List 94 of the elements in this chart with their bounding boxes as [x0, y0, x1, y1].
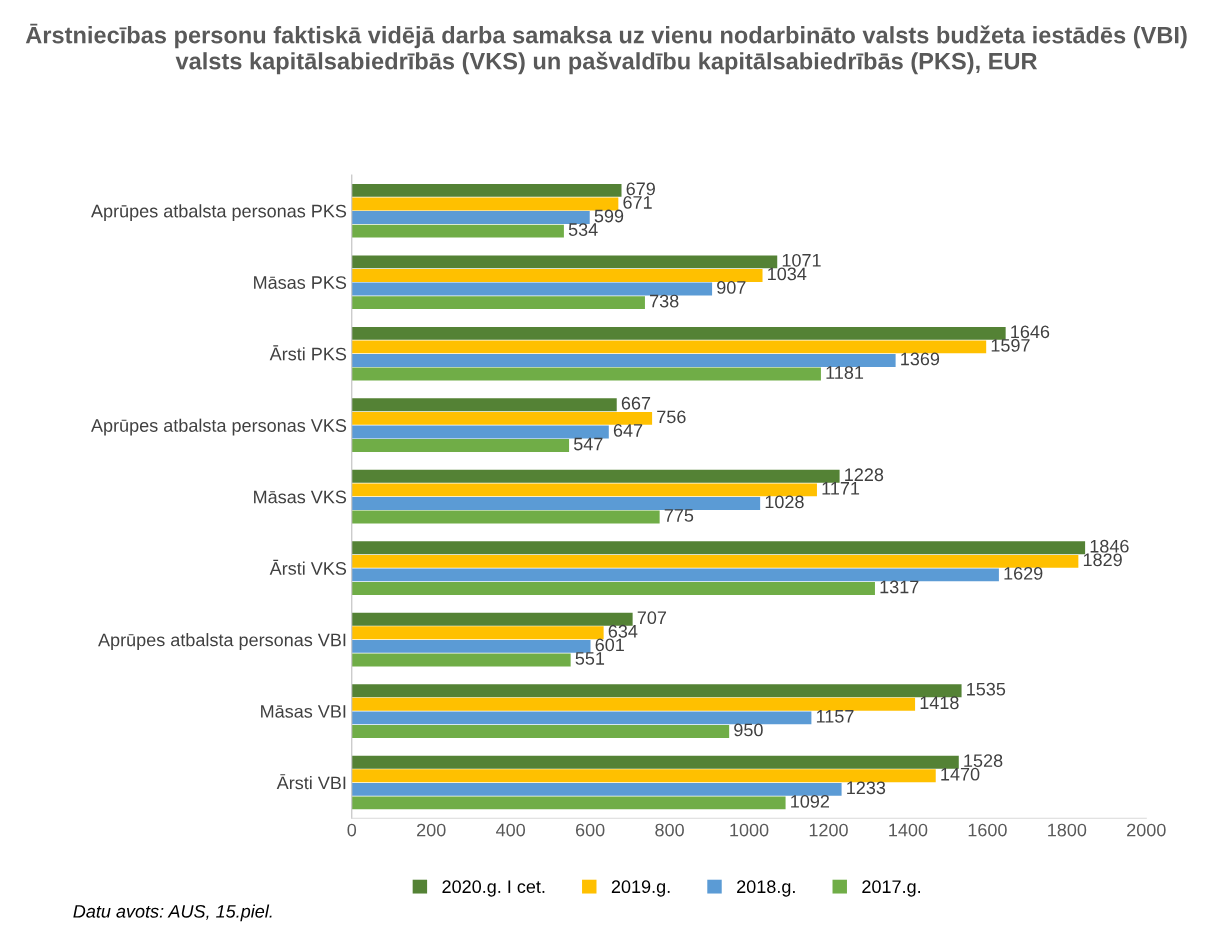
- bar: [351, 496, 761, 510]
- bar: [351, 367, 821, 381]
- x-tick-label: 1600: [968, 823, 1007, 837]
- bar: [351, 439, 570, 452]
- data-label: 1646: [1011, 325, 1050, 339]
- data-label: 1629: [1004, 566, 1043, 580]
- bar: [351, 554, 1079, 568]
- legend-label: 2018.g.: [737, 880, 795, 897]
- bar: [351, 197, 619, 211]
- data-label: 1028: [765, 495, 804, 509]
- y-tick-label: Māsas VBI: [261, 705, 346, 718]
- x-tick-label: 200: [417, 823, 446, 837]
- data-label: 1829: [1083, 553, 1122, 567]
- data-label: 1228: [845, 468, 884, 482]
- bar: [351, 541, 1086, 555]
- data-label: 1418: [920, 696, 959, 710]
- data-label: 551: [575, 652, 605, 665]
- bar: [351, 282, 713, 296]
- y-tick-label: Aprūpes atbalsta personas VKS: [91, 418, 347, 436]
- bar: [351, 296, 645, 310]
- bar: [351, 639, 591, 653]
- bar: [351, 354, 896, 367]
- data-label: 1157: [816, 710, 854, 723]
- legend-label: 2019.g.: [611, 880, 670, 897]
- x-tick-label: 0: [347, 823, 357, 837]
- bar: [351, 711, 812, 725]
- data-label: 1034: [768, 267, 807, 281]
- bar: [351, 568, 999, 582]
- bar: [351, 469, 840, 483]
- data-label: 950: [734, 723, 763, 737]
- bar: [351, 483, 817, 497]
- legend-label: 2017.g.: [862, 880, 920, 897]
- bar: [351, 653, 571, 667]
- legend-label: 2020.g. I cet.: [442, 880, 545, 897]
- data-label: 707: [637, 611, 667, 625]
- data-label: 1181: [826, 366, 864, 379]
- y-tick-label: Māsas VKS: [254, 490, 347, 504]
- data-label: 1171: [822, 482, 860, 495]
- bar: [351, 684, 962, 698]
- x-tick-label: 600: [575, 823, 605, 837]
- data-label: 738: [650, 294, 679, 308]
- x-tick-label: 800: [655, 823, 684, 837]
- data-label: 667: [621, 396, 651, 410]
- bar: [351, 425, 609, 439]
- data-label: 679: [626, 182, 655, 196]
- bar: [351, 224, 564, 238]
- data-label: 1317: [880, 580, 919, 594]
- data-label: 1470: [941, 767, 980, 781]
- x-tick-label: 400: [496, 823, 526, 837]
- data-label: 1369: [901, 352, 940, 366]
- data-label: 599: [594, 209, 624, 223]
- bar: [351, 398, 617, 412]
- data-label: 634: [608, 624, 638, 638]
- data-label: 671: [623, 196, 652, 209]
- data-label: 1233: [847, 781, 886, 795]
- bar: [351, 183, 622, 197]
- x-tick-label: 1800: [1048, 823, 1087, 837]
- bar: [351, 268, 763, 282]
- bar: [351, 769, 936, 783]
- data-label: 547: [573, 437, 603, 451]
- bar: [351, 582, 875, 595]
- data-label: 1092: [791, 794, 829, 808]
- x-tick-label: 2000: [1127, 823, 1166, 837]
- data-label: 1597: [991, 338, 1030, 352]
- y-tick-label: Ārsti PKS: [269, 345, 347, 361]
- y-tick-label: Ārsti VBI: [276, 774, 346, 790]
- bar: [351, 340, 987, 354]
- data-label: 1528: [964, 754, 1003, 768]
- y-tick-label: Ārsti VKS: [269, 559, 347, 575]
- bar: [351, 612, 633, 626]
- bar: [351, 411, 653, 425]
- x-tick-label: 1000: [730, 823, 769, 837]
- data-label: 907: [717, 281, 746, 294]
- y-tick-label: Māsas PKS: [254, 276, 347, 289]
- data-label: 1846: [1090, 539, 1129, 553]
- bar: [351, 725, 730, 738]
- bar: [351, 697, 916, 711]
- data-label: 756: [657, 410, 686, 424]
- data-label: 1535: [967, 682, 1006, 696]
- bar: [351, 796, 786, 810]
- bar: [351, 782, 842, 796]
- data-label: 647: [613, 424, 643, 437]
- data-label: 601: [595, 638, 624, 652]
- data-label: 1071: [782, 253, 821, 267]
- data-label: 775: [664, 509, 694, 522]
- y-tick-label: Aprūpes atbalsta personas VBI: [98, 633, 346, 650]
- text: Datu avots: AUS, 15.piel.: [73, 904, 272, 922]
- x-tick-label: 1200: [809, 823, 848, 837]
- bar: [351, 211, 590, 224]
- data-label: 534: [568, 223, 598, 236]
- chart-title: Ārstniecības personu faktiskā vidējā darba samaksa uz vienu nodarbināto valsts budžeta iestādēs (VBI) valsts kapitālsabiedrībās (VKS) un pašvaldību kapitālsabiedrībās (PKS), EUR: [25, 23, 1187, 75]
- x-tick-label: 1400: [889, 823, 928, 837]
- bar: [351, 510, 660, 524]
- y-tick-label: Aprūpes atbalsta personas PKS: [91, 204, 347, 222]
